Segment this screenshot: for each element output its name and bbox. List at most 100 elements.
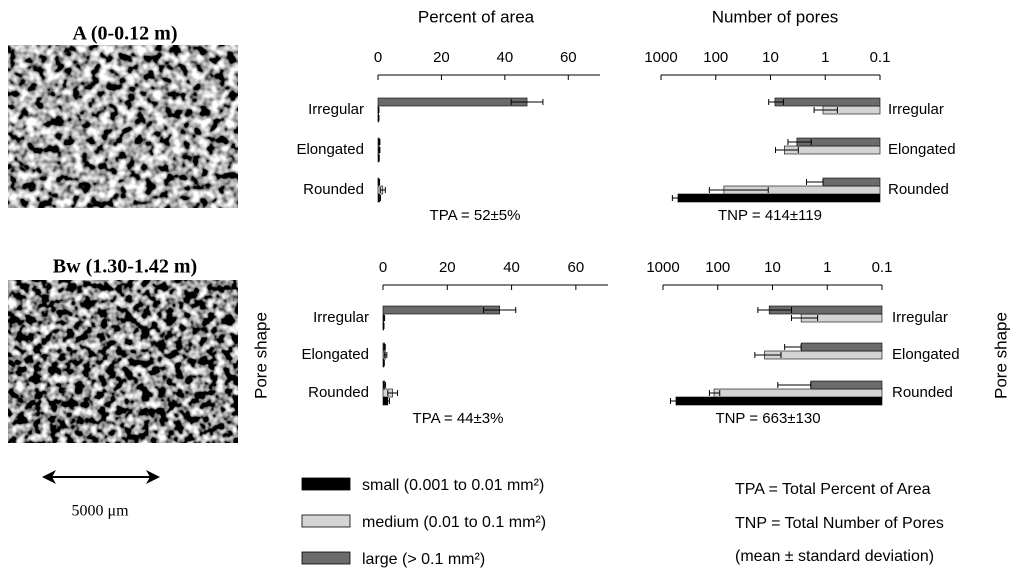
error-bar bbox=[483, 307, 517, 313]
chart-title: Number of pores bbox=[712, 7, 839, 26]
error-bar bbox=[708, 390, 721, 396]
error-bar bbox=[383, 352, 388, 358]
error-bar bbox=[382, 323, 385, 329]
error-bar bbox=[806, 179, 824, 185]
category-label: Rounded bbox=[892, 384, 953, 401]
error-bar bbox=[377, 115, 380, 121]
category-label: Irregular bbox=[888, 101, 944, 118]
bar bbox=[810, 380, 883, 390]
bar bbox=[822, 177, 881, 187]
error-bar bbox=[383, 344, 386, 350]
category-label: Elongated bbox=[301, 346, 369, 363]
chart: 1000 100 10 1 0.1 Irregular Elongated Rounded TN… bbox=[646, 259, 1010, 427]
error-bar bbox=[775, 147, 799, 153]
error-bar bbox=[671, 195, 686, 201]
error-bar bbox=[813, 107, 838, 113]
error-bar bbox=[669, 398, 684, 404]
category-label: Rounded bbox=[308, 384, 369, 401]
error-bar bbox=[377, 107, 380, 113]
legend-label: large (> 0.1 mm²) bbox=[362, 551, 485, 568]
error-bar bbox=[383, 382, 387, 388]
error-bar bbox=[754, 352, 782, 358]
error-bar bbox=[757, 307, 792, 313]
category-label: Elongated bbox=[296, 141, 364, 158]
error-bar bbox=[708, 187, 769, 193]
annotation: TPA = 44±3% bbox=[413, 410, 504, 427]
category-label: Elongated bbox=[892, 346, 960, 363]
x-tick-label: 0.1 bbox=[870, 49, 891, 66]
note: (mean ± standard deviation) bbox=[735, 548, 934, 565]
category-label: Irregular bbox=[313, 309, 369, 326]
legend-label: small (0.001 to 0.01 mm²) bbox=[362, 477, 544, 494]
y-axis-label: Pore shape bbox=[251, 312, 270, 399]
x-tick-label: 1000 bbox=[646, 259, 679, 276]
error-bar bbox=[387, 390, 398, 396]
legend-label: medium (0.01 to 0.1 mm²) bbox=[362, 514, 546, 531]
x-tick-label: 1000 bbox=[644, 49, 677, 66]
error-bar bbox=[378, 147, 381, 153]
panel-label: A (0-0.12 m) bbox=[73, 23, 178, 45]
bar bbox=[677, 193, 881, 203]
error-bar bbox=[790, 315, 819, 321]
bar bbox=[764, 350, 883, 360]
x-tick-label: 0.1 bbox=[872, 259, 893, 276]
bar bbox=[800, 342, 883, 352]
x-tick-label: 100 bbox=[705, 259, 730, 276]
x-tick-label: 10 bbox=[762, 49, 779, 66]
x-tick-label: 0 bbox=[379, 259, 387, 276]
category-label: Elongated bbox=[888, 141, 956, 158]
x-tick-label: 20 bbox=[439, 259, 456, 276]
error-bar bbox=[787, 139, 812, 145]
x-tick-label: 10 bbox=[764, 259, 781, 276]
chart-title: Percent of area bbox=[418, 7, 535, 26]
x-tick-label: 20 bbox=[433, 49, 450, 66]
bar bbox=[713, 388, 883, 398]
x-tick-label: 1 bbox=[823, 259, 831, 276]
micrograph bbox=[8, 45, 238, 208]
error-bar bbox=[377, 179, 381, 185]
error-bar bbox=[378, 155, 380, 161]
error-bar bbox=[383, 360, 385, 366]
error-bar bbox=[784, 344, 802, 350]
bar bbox=[382, 305, 500, 315]
chart: Percent of area 0 20 40 60 Irregular Elongated… bbox=[296, 7, 600, 224]
legend-swatch bbox=[301, 477, 351, 491]
note: TNP = Total Number of Pores bbox=[735, 515, 944, 532]
x-tick-label: 0 bbox=[374, 49, 382, 66]
x-tick-label: 40 bbox=[497, 49, 514, 66]
error-bar bbox=[510, 99, 544, 105]
x-tick-label: 60 bbox=[568, 259, 585, 276]
error-bar bbox=[385, 398, 390, 404]
bar bbox=[377, 97, 528, 107]
error-bar bbox=[382, 315, 386, 321]
bar bbox=[774, 97, 881, 107]
micrograph bbox=[8, 280, 238, 443]
error-bar bbox=[378, 139, 381, 145]
category-label: Rounded bbox=[303, 181, 364, 198]
error-bar bbox=[378, 195, 382, 201]
category-label: Irregular bbox=[892, 309, 948, 326]
annotation: TPA = 52±5% bbox=[430, 207, 521, 224]
legend-swatch bbox=[301, 551, 351, 565]
bar bbox=[675, 396, 883, 406]
annotation: TNP = 663±130 bbox=[715, 410, 820, 427]
scale-bar bbox=[42, 470, 160, 484]
chart: Number of pores 1000 100 10 1 0.1 Irregular Elo… bbox=[644, 7, 955, 223]
error-bar bbox=[768, 99, 784, 105]
category-label: Irregular bbox=[308, 101, 364, 118]
x-tick-label: 60 bbox=[560, 49, 577, 66]
error-bar bbox=[379, 187, 386, 193]
note: TPA = Total Percent of Area bbox=[735, 481, 931, 498]
scale-arrows bbox=[42, 470, 160, 484]
y-axis-label: Pore shape bbox=[991, 312, 1010, 399]
scale-label: 5000 μm bbox=[71, 503, 129, 520]
panel-label: Bw (1.30-1.42 m) bbox=[53, 256, 197, 278]
error-bar bbox=[777, 382, 812, 388]
legend-swatch bbox=[301, 514, 351, 528]
x-tick-label: 1 bbox=[821, 49, 829, 66]
chart: 0 20 40 60 Irregular Elongated Rounded TPA = 44… bbox=[251, 259, 608, 427]
x-tick-label: 100 bbox=[703, 49, 728, 66]
x-tick-label: 40 bbox=[503, 259, 520, 276]
